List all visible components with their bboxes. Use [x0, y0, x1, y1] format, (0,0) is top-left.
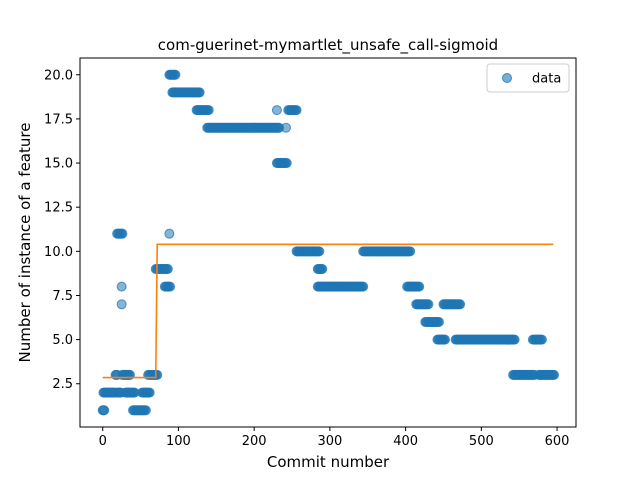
axes-frame: [79, 57, 577, 428]
data-point: [281, 158, 292, 169]
legend-marker-data: [502, 73, 512, 83]
y-tick-label: 10.0: [44, 245, 73, 260]
x-tick-label: 300: [317, 434, 342, 449]
x-tick-label: 200: [242, 434, 267, 449]
data-point: [423, 299, 434, 310]
data-point: [117, 228, 128, 239]
y-tick-label: 2.5: [52, 377, 73, 392]
y-tick-label: 12.5: [44, 201, 73, 216]
data-point: [194, 87, 205, 98]
legend-box: [486, 63, 570, 93]
data-point: [116, 281, 127, 292]
data-point: [536, 334, 547, 345]
data-point: [99, 405, 110, 416]
data-point: [405, 246, 416, 257]
data-point: [116, 299, 127, 310]
data-point: [440, 334, 450, 345]
data-point: [280, 122, 291, 133]
y-axis-label: Number of instance of a feature: [16, 123, 34, 363]
data-point: [165, 281, 176, 292]
x-tick-label: 100: [166, 434, 191, 449]
x-tick-label: 500: [469, 434, 494, 449]
x-tick-label: 0: [99, 434, 107, 449]
legend: data: [486, 63, 570, 93]
chart-title: com-guerinet-mymartlet_unsafe_call-sigmo…: [158, 36, 498, 55]
x-tick-label: 600: [545, 434, 570, 449]
data-point: [271, 105, 282, 116]
data-point: [509, 334, 520, 345]
data-point: [144, 387, 155, 398]
data-point: [455, 299, 466, 310]
data-point: [414, 281, 425, 292]
fit-line: [102, 243, 554, 379]
data-point: [317, 263, 328, 274]
data-point: [358, 281, 369, 292]
x-tick-label: 400: [393, 434, 418, 449]
fit-line-group: [102, 243, 554, 379]
data-point: [170, 69, 181, 80]
data-point: [314, 246, 325, 257]
data-point: [140, 405, 151, 416]
y-tick-label: 7.5: [52, 289, 73, 304]
data-point: [162, 263, 173, 274]
y-tick-label: 5.0: [52, 333, 73, 348]
data-point: [291, 105, 302, 116]
data-point: [164, 228, 175, 239]
y-tick-label: 20.0: [44, 68, 73, 83]
data-point: [549, 369, 560, 380]
x-axis: 0 100 200 300 400 500 600: [99, 427, 570, 449]
y-tick-label: 17.5: [44, 112, 73, 127]
legend-label-data: data: [532, 72, 561, 87]
y-tick-label: 15.0: [44, 157, 73, 172]
data-point: [433, 316, 444, 327]
data-point: [203, 105, 214, 116]
x-axis-label: Commit number: [267, 453, 390, 471]
y-axis: 2.5 5.0 7.5 10.0 12.5 15.0 17.5 20.0: [44, 68, 80, 392]
